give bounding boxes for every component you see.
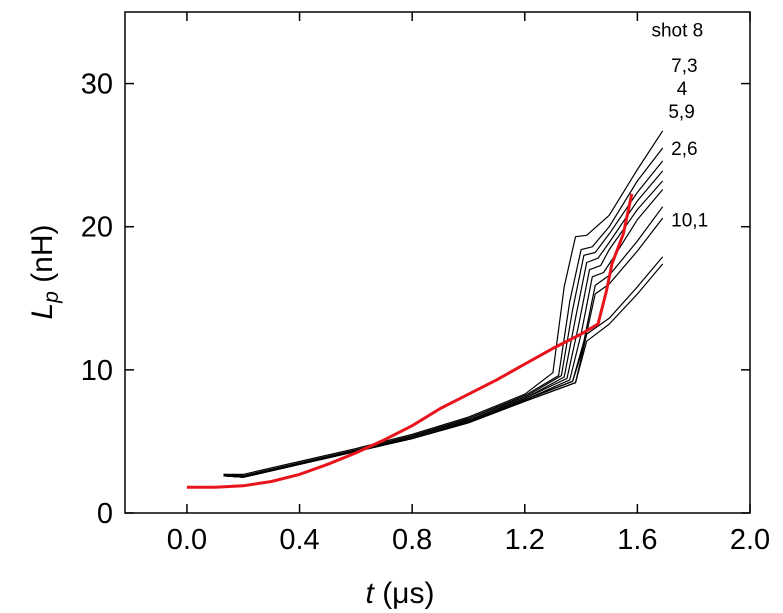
y-axis-label: Lp (nH) — [26, 224, 63, 319]
shot-curve-5 — [223, 180, 664, 478]
x-tick-label: 2.0 — [730, 524, 770, 556]
y-axis-unit: (nH) — [26, 224, 59, 291]
shot-curve-7 — [223, 206, 664, 478]
x-tick-label: 1.6 — [617, 524, 657, 556]
curve-annotation: shot 8 — [651, 20, 703, 41]
y-tick-label: 20 — [81, 212, 113, 244]
ticks-layer: 0.0 0.4 0.8 1.2 1.6 2.0 0 10 20 30 — [81, 12, 770, 556]
annotation-layer: shot 8 7,345,9 2,6 10,1 — [651, 20, 708, 231]
series-layer — [186, 130, 664, 489]
shot-curve-8 — [223, 217, 664, 478]
x-tick-label: 1.2 — [505, 524, 545, 556]
shot-curve-3 — [223, 160, 664, 477]
shot-curve-10 — [223, 263, 664, 478]
x-tick-label: 0.8 — [392, 524, 432, 556]
curve-annotation: 2,6 — [671, 139, 697, 160]
x-axis-label: t (μs) — [366, 577, 435, 610]
curve-annotation: 10,1 — [671, 211, 708, 232]
x-tick-label: 0.0 — [167, 524, 207, 556]
x-tick-label: 0.4 — [279, 524, 319, 556]
model-curve — [186, 193, 634, 489]
y-axis-subscript: p — [40, 291, 63, 304]
x-axis-unit: (μs) — [374, 577, 435, 610]
curve-annotation: 7,3 — [671, 56, 697, 77]
y-tick-label: 10 — [81, 355, 113, 387]
curve-annotation: 4 — [677, 79, 688, 100]
y-tick-label: 0 — [97, 498, 113, 530]
y-axis-symbol: L — [26, 303, 59, 320]
y-tick-label: 30 — [81, 69, 113, 101]
x-axis-symbol: t — [366, 577, 376, 610]
shot-curve-9 — [223, 256, 664, 478]
plot-frame — [124, 11, 751, 514]
curve-annotation: 5,9 — [668, 102, 694, 123]
shot-curve-1 — [223, 130, 664, 475]
